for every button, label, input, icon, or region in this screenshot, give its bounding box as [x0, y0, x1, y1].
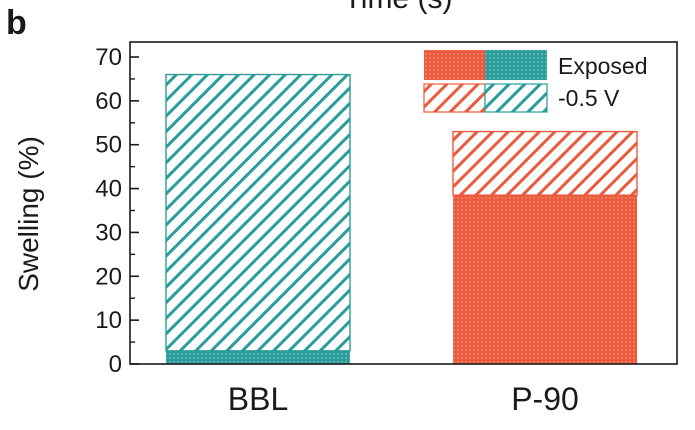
- legend-swatch-hatched-p90: [423, 83, 486, 113]
- legend-swatch-exposed-bbl: [485, 50, 547, 80]
- y-tick-label: 20: [95, 263, 122, 290]
- bar-bbl-bias: [165, 73, 351, 352]
- top-axis-label-cut: Time (s): [344, 0, 453, 15]
- y-axis-label: Swelling (%): [13, 136, 44, 292]
- panel-label: b: [6, 4, 27, 42]
- y-tick-label: 50: [95, 132, 122, 159]
- legend-label-exposed: Exposed: [558, 53, 648, 79]
- legend-swatch-hatched-bbl: [484, 83, 548, 113]
- x-tick-label-p-90: P-90: [511, 381, 579, 417]
- bar-p-90-exposed: [453, 195, 637, 364]
- y-tick-label: 0: [109, 351, 122, 378]
- legend-swatch-exposed-p90: [424, 50, 485, 80]
- y-tick-label: 30: [95, 219, 122, 246]
- y-tick-label: 40: [95, 176, 122, 203]
- x-tick-label-bbl: BBL: [228, 381, 288, 417]
- legend-label-bias: -0.5 V: [558, 85, 620, 111]
- y-tick-label: 60: [95, 88, 122, 115]
- bar-bbl-exposed: [166, 350, 350, 364]
- legend: Exposed -0.5 V: [423, 50, 648, 113]
- bar-p-90-bias: [452, 130, 638, 196]
- y-tick-label: 10: [95, 307, 122, 334]
- plot-frame: [129, 41, 678, 365]
- y-tick-label: 70: [95, 44, 122, 71]
